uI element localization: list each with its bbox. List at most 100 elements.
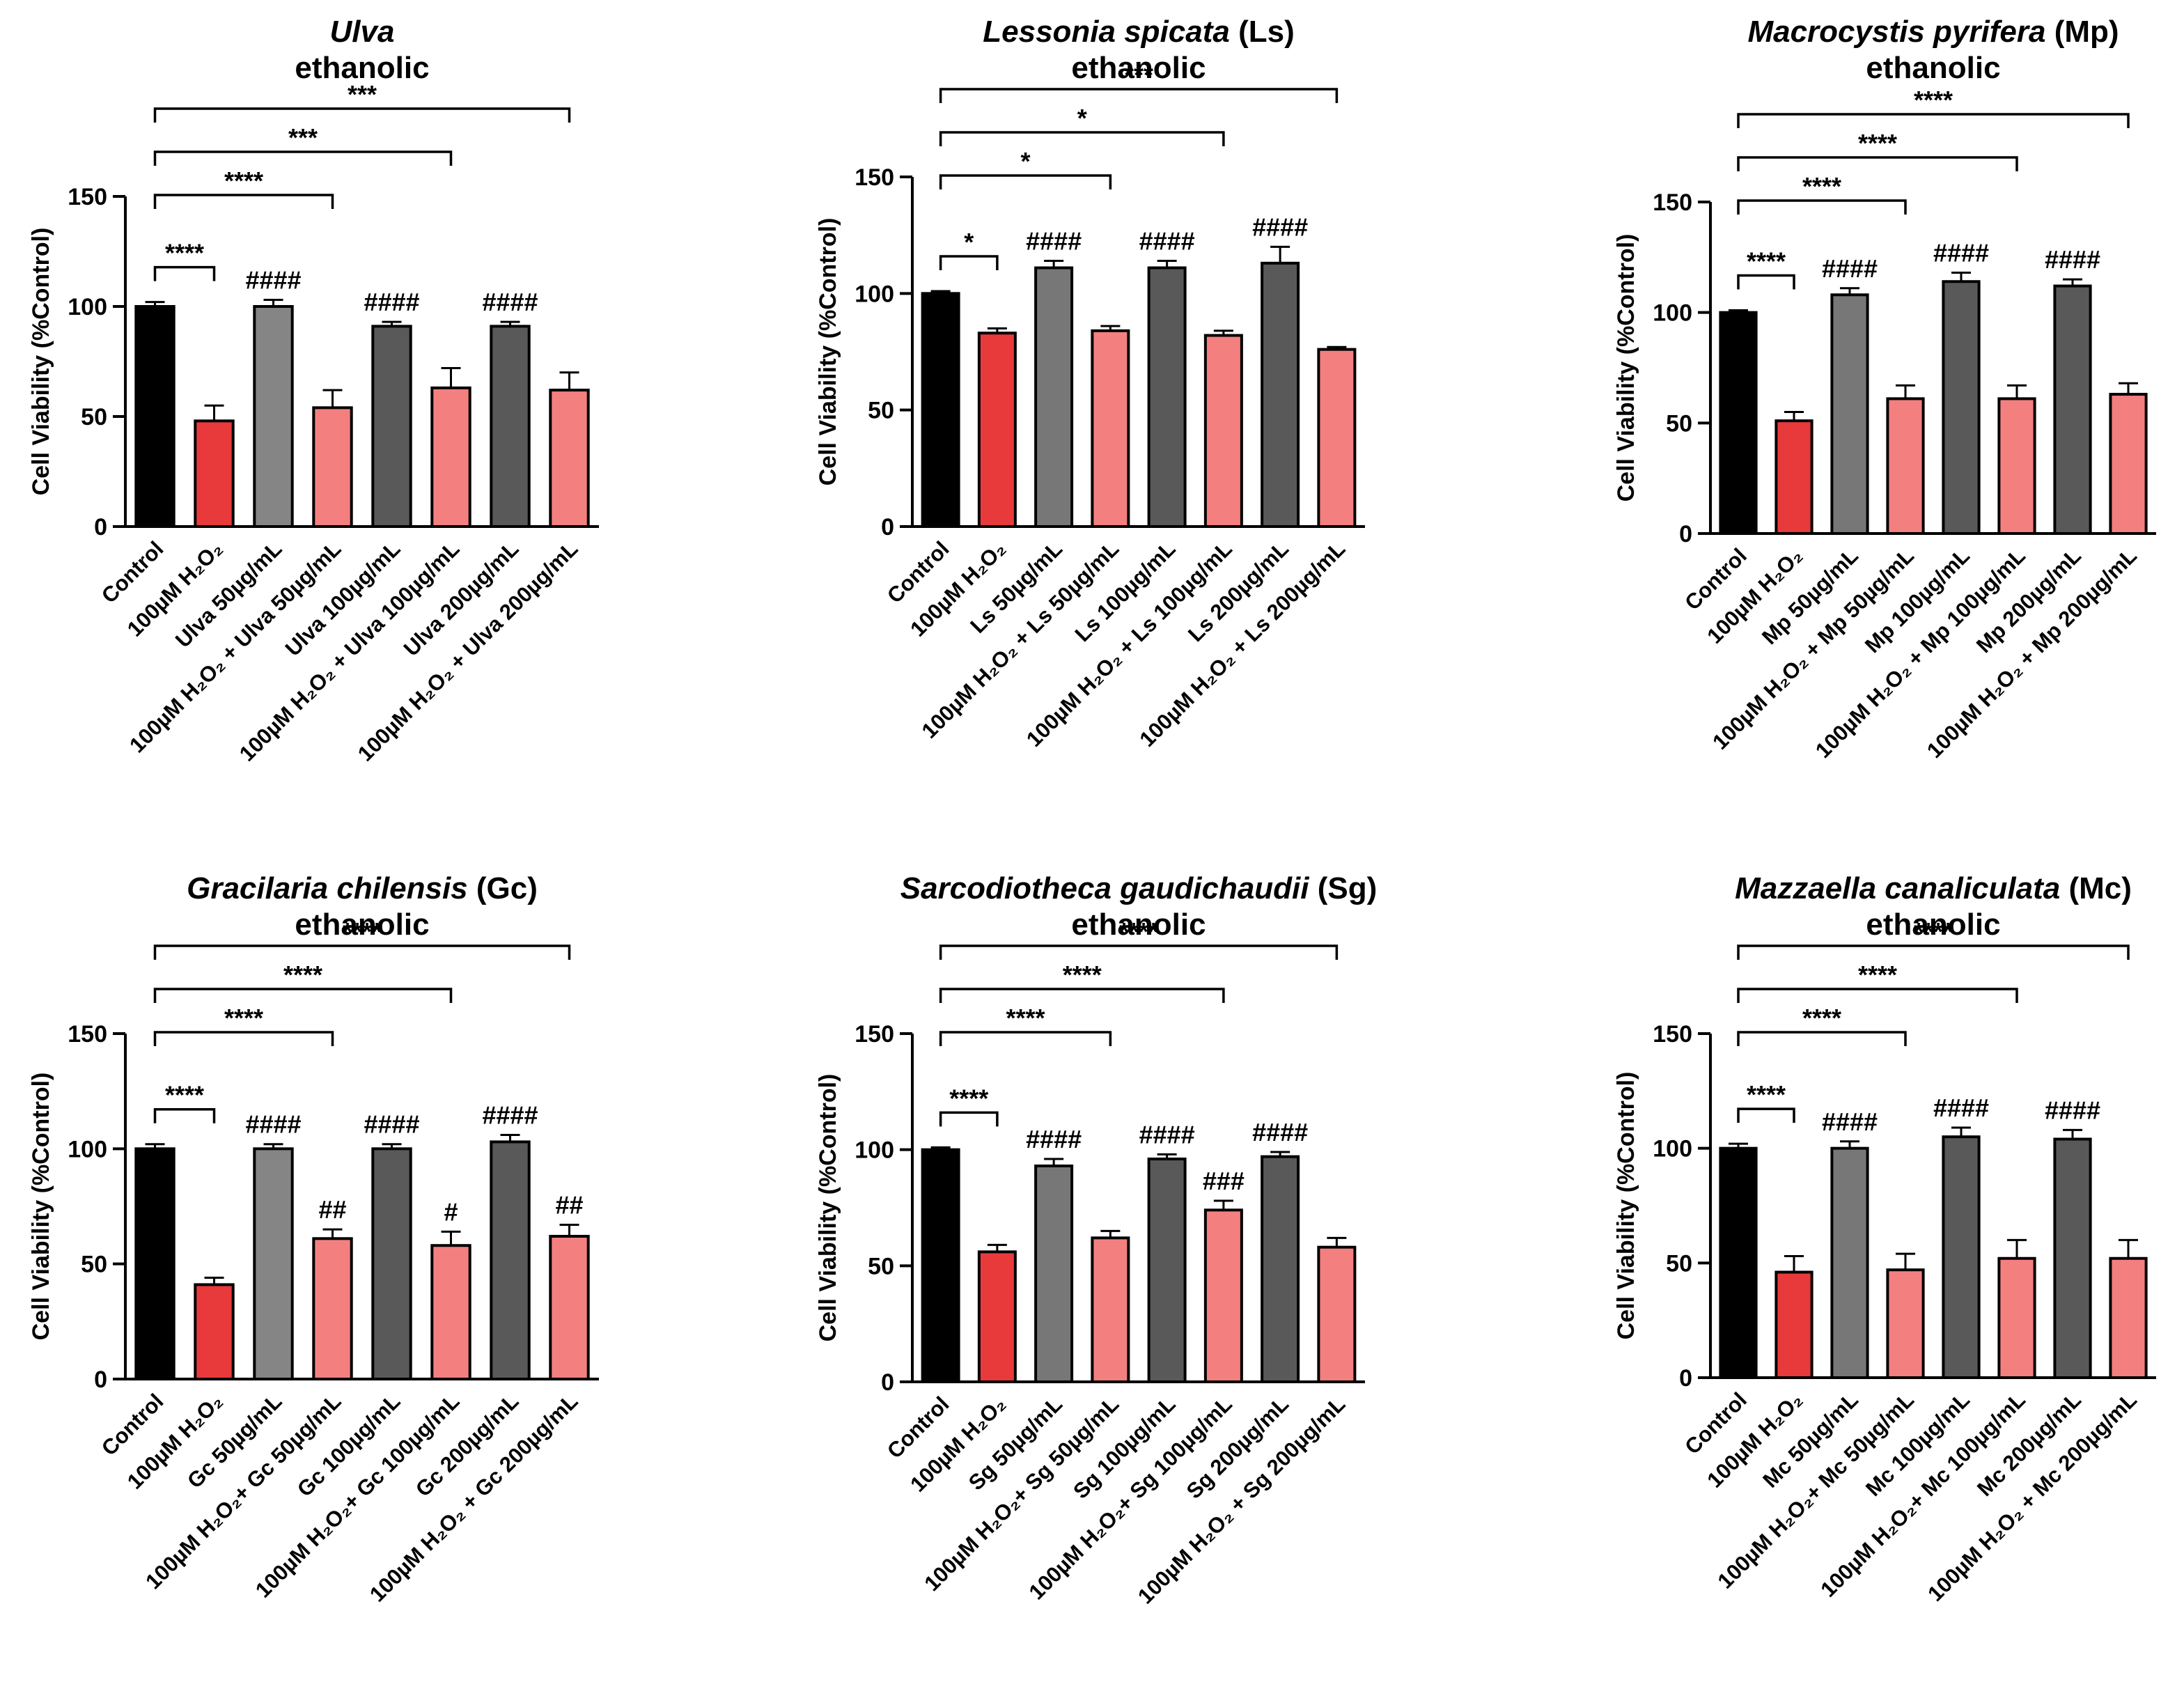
title-plain: (Mp) [2054,15,2119,49]
error-bar [1044,259,1064,268]
bar [134,305,176,528]
significance-bracket [939,1111,999,1127]
bar [1997,1256,2036,1379]
error-bar [441,366,461,388]
error-bar [1951,1126,1971,1137]
title-plain: (Sg) [1318,871,1378,905]
bar [371,1147,412,1380]
bar [1719,1146,1758,1379]
significance-bracket [1737,156,2018,171]
error-bar [930,290,951,294]
bar [1997,397,2036,536]
bar [549,1234,590,1381]
bar [312,1237,353,1380]
title-plain: (Gc) [476,871,538,905]
y-tick-label: 150 [855,164,894,191]
bar [1034,266,1074,528]
significance-hash: #### [1822,254,1878,283]
significance-bracket [153,1031,334,1046]
significance-label: **** [283,960,322,989]
significance-bracket [1737,944,2130,960]
y-axis-label: Cell Viability (%Control) [1613,234,1639,502]
bar [977,332,1017,528]
title-plain: (Mc) [2068,871,2131,905]
chart-title: Macrocystis pyrifera (Mp) [1747,15,2119,49]
y-tick-label: 0 [881,1369,894,1396]
x-tick-label: Ulva 50µg/mL [171,536,287,653]
bar [430,386,471,528]
significance-label: **** [343,917,382,946]
significance-label: **** [1858,960,1897,989]
significance-bracket [939,131,1225,146]
bar [1774,1270,1814,1379]
significance-label: *** [288,123,318,152]
error-bar [930,1146,951,1150]
error-bar [322,389,343,408]
significance-bracket [939,988,1225,1003]
error-bar [1729,309,1748,313]
significance-hash: #### [2045,1096,2100,1124]
error-bar [1044,1158,1064,1166]
significance-label: **** [1006,1004,1045,1032]
significance-label: **** [1119,917,1158,946]
significance-bracket [1737,113,2130,128]
chart-title: Lessonia spicata (Ls) [983,15,1295,49]
error-bar [1327,345,1347,350]
significance-hash: #### [2045,245,2100,274]
significance-bracket [153,1107,216,1123]
bar [1774,419,1814,535]
chart-subtitle: ethanolic [1071,51,1206,85]
x-tick-label: 100µM H₂O₂ + Sg 200µg/mL [1133,1392,1350,1608]
y-tick-label: 100 [855,1137,894,1164]
significance-label: **** [1914,917,1953,946]
error-bar [145,301,165,306]
significance-label: * [1020,147,1030,176]
error-bar [500,320,520,327]
bar [2109,393,2148,536]
y-tick-label: 50 [868,1253,894,1279]
y-tick-label: 100 [1653,300,1692,327]
y-axis-label: Cell Viability (%Control) [1613,1072,1639,1340]
error-bar [1100,325,1121,331]
bar [490,325,531,528]
chart-panel: Mazzaella canaliculata (Mc)ethanolicCell… [1613,871,2156,1606]
significance-label: **** [1063,960,1102,989]
bar [1261,261,1300,528]
significance-label: **** [949,1084,988,1112]
title-italic: Gracilaria chilensis [187,871,468,905]
significance-hash: #### [245,1110,301,1139]
error-bar [2119,1238,2138,1259]
error-bar [987,1243,1007,1252]
error-bar [987,327,1007,334]
significance-label: **** [1747,247,1786,275]
error-bar [1213,1199,1233,1211]
significance-bracket [1737,988,2018,1003]
y-axis-label: Cell Viability (%Control) [28,1073,54,1341]
error-bar [559,1223,579,1236]
y-tick-label: 100 [1653,1136,1692,1162]
error-bar [204,1277,224,1285]
error-bar [1270,1151,1290,1157]
significance-bracket [1737,274,1795,290]
bar [921,1148,960,1383]
significance-hash: #### [1933,1093,1989,1122]
significance-hash: # [444,1197,458,1226]
y-tick-label: 150 [855,1021,894,1048]
chart-subtitle: ethanolic [295,908,429,942]
error-bar [559,371,579,391]
error-bar [322,1228,343,1239]
title-plain: (Ls) [1238,15,1295,49]
significance-bracket [153,265,216,281]
bar [1147,1158,1187,1383]
x-tick-label: 100µM H₂O₂ + Ls 200µg/mL [1134,536,1350,752]
y-tick-label: 150 [68,184,107,210]
error-bar [1270,245,1290,263]
significance-hash: #### [364,288,419,316]
y-tick-label: 0 [94,514,107,540]
error-bar [1840,1140,1859,1149]
significance-hash: #### [1026,1125,1082,1153]
error-bar [1784,410,1804,421]
